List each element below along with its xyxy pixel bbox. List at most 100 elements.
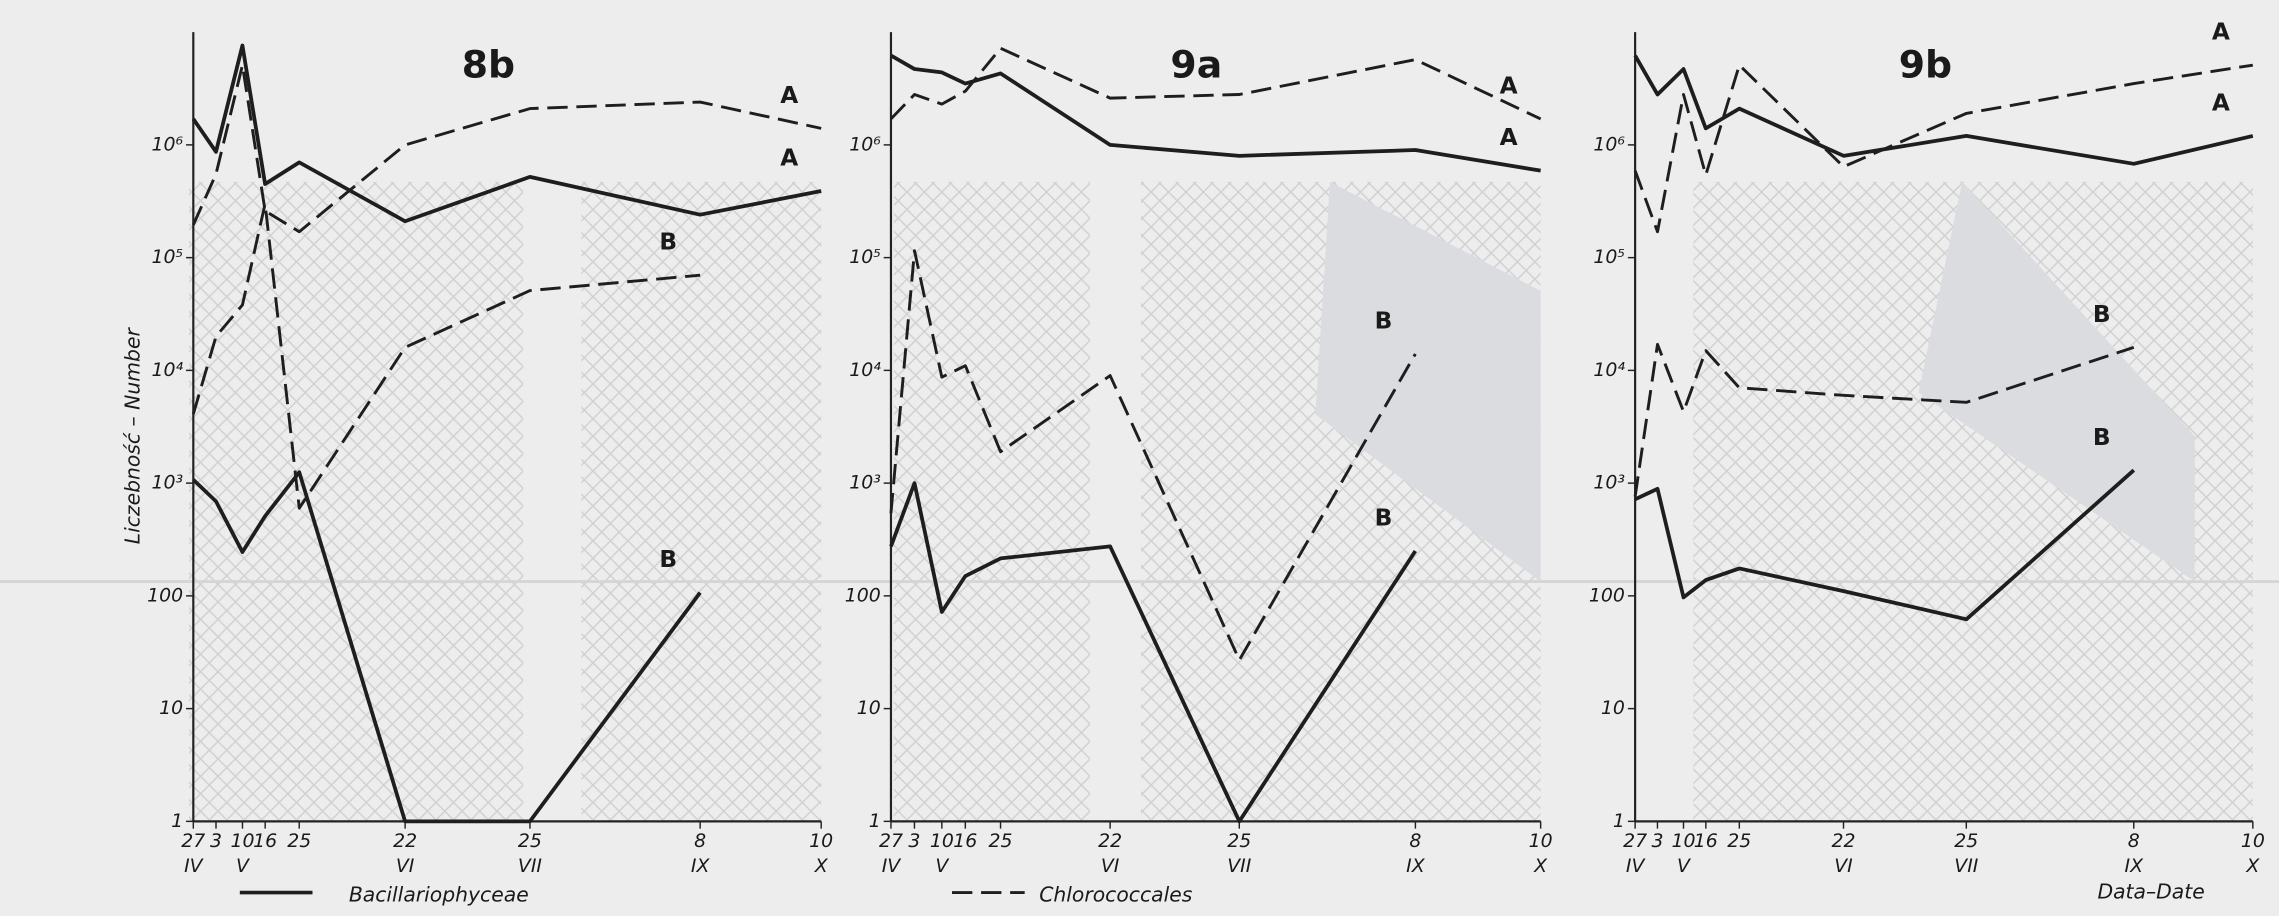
x-tick-label: 25 <box>989 830 1013 852</box>
y-tick-label: 10⁵ <box>152 246 184 268</box>
y-tick-label: 10³ <box>1593 472 1625 494</box>
y-tick-label: 10⁶ <box>849 133 881 155</box>
x-tick-label: 25 <box>518 830 542 852</box>
y-tick-label: 10⁵ <box>849 246 881 268</box>
y-tick-label: 10 <box>857 697 881 719</box>
series-line <box>191 202 701 510</box>
x-tick-label: 16 <box>953 830 977 852</box>
series-line <box>889 46 1542 121</box>
x-tick-label: 8 <box>2128 830 2140 852</box>
y-tick-label: 10³ <box>849 472 881 494</box>
x-tick-label: 27 <box>1623 830 1647 852</box>
x-tick-label: 16 <box>253 830 277 852</box>
series-label: A <box>2212 89 2230 116</box>
x-tick-month: IV <box>184 855 205 877</box>
x-tick-label: 27 <box>879 830 903 852</box>
y-tick-label: 1 <box>171 810 183 832</box>
x-tick-label: 8 <box>694 830 706 852</box>
y-tick-label: 10⁴ <box>849 359 881 381</box>
x-tick-month: X <box>814 855 829 877</box>
x-tick-month: IX <box>691 855 711 877</box>
x-tick-month: VI <box>1101 855 1120 877</box>
series-label: B <box>1375 307 1393 334</box>
x-tick-month: VII <box>518 855 542 877</box>
y-tick-label: 100 <box>147 584 183 606</box>
x-tick-label: 22 <box>393 830 417 852</box>
x-tick-month: IX <box>2125 855 2145 877</box>
series-line <box>889 249 1417 662</box>
x-tick-label: 10 <box>1529 830 1553 852</box>
x-tick-month: VI <box>1834 855 1853 877</box>
chart-title: 9b <box>1899 43 1952 87</box>
background-hatching <box>0 181 2279 822</box>
chart-title: 9a <box>1170 43 1222 87</box>
x-axis-label: Data–Date <box>2097 880 2204 904</box>
x-tick-label: 10 <box>230 830 254 852</box>
x-tick-month: IV <box>1626 855 1647 877</box>
x-tick-month: VI <box>396 855 415 877</box>
x-tick-label: 10 <box>930 830 954 852</box>
x-tick-month: X <box>2245 855 2260 877</box>
series-label: B <box>2093 301 2111 328</box>
chart-title: 8b <box>462 43 515 87</box>
x-tick-month: V <box>1677 855 1692 877</box>
x-tick-label: 3 <box>908 830 920 852</box>
series-line <box>889 481 1417 824</box>
x-tick-month: VII <box>1954 855 1978 877</box>
series-line <box>192 470 702 824</box>
series-label: A <box>2212 19 2230 46</box>
y-axis-label: Liczebność – Number <box>121 327 145 545</box>
x-tick-month: V <box>236 855 251 877</box>
x-tick-month: IV <box>882 855 903 877</box>
series-line <box>890 53 1541 173</box>
x-tick-month: VII <box>1227 855 1251 877</box>
series-label: B <box>659 229 677 256</box>
series-label: B <box>2093 424 2111 451</box>
series-label: A <box>1500 124 1518 151</box>
x-tick-month: IX <box>1406 855 1426 877</box>
series-label: B <box>1375 505 1393 532</box>
series-line <box>191 63 822 234</box>
y-tick-label: 10⁴ <box>1593 359 1625 381</box>
series-label: A <box>1500 72 1518 99</box>
y-tick-label: 10 <box>1601 697 1625 719</box>
x-tick-label: 25 <box>287 830 311 852</box>
y-tick-label: 100 <box>845 584 881 606</box>
y-tick-label: 1 <box>1613 810 1625 832</box>
y-tick-label: 10⁶ <box>152 133 184 155</box>
series-line <box>191 43 822 224</box>
x-tick-label: 10 <box>1671 830 1695 852</box>
x-tick-label: 10 <box>2241 830 2265 852</box>
y-tick-label: 1 <box>869 810 881 832</box>
x-tick-label: 3 <box>1651 830 1663 852</box>
x-tick-label: 25 <box>1727 830 1751 852</box>
x-tick-label: 25 <box>1954 830 1978 852</box>
series-label: A <box>780 82 798 109</box>
x-tick-label: 27 <box>181 830 205 852</box>
x-tick-month: X <box>1533 855 1548 877</box>
x-tick-label: 3 <box>210 830 222 852</box>
series-line <box>1633 63 2254 234</box>
legend: Bacillariophyceae Chlorococcales <box>239 882 1193 906</box>
legend-label: Bacillariophyceae <box>349 882 529 906</box>
series-label: A <box>780 145 798 172</box>
y-tick-label: 10 <box>159 697 183 719</box>
y-tick-label: 10³ <box>152 472 184 494</box>
x-tick-label: 25 <box>1227 830 1251 852</box>
x-tick-label: 10 <box>809 830 833 852</box>
x-tick-label: 8 <box>1409 830 1421 852</box>
y-tick-label: 10⁴ <box>152 359 184 381</box>
x-tick-label: 22 <box>1831 830 1855 852</box>
series-line <box>1633 54 2254 166</box>
legend-label: Chlorococcales <box>1039 882 1193 906</box>
y-tick-label: 10⁶ <box>1593 133 1625 155</box>
y-tick-label: 10⁵ <box>1593 246 1625 268</box>
x-tick-month: V <box>935 855 950 877</box>
series-line <box>1634 468 2136 622</box>
y-tick-label: 100 <box>1589 584 1625 606</box>
series-label: B <box>659 546 677 573</box>
x-tick-label: 22 <box>1098 830 1122 852</box>
x-tick-label: 16 <box>1694 830 1718 852</box>
